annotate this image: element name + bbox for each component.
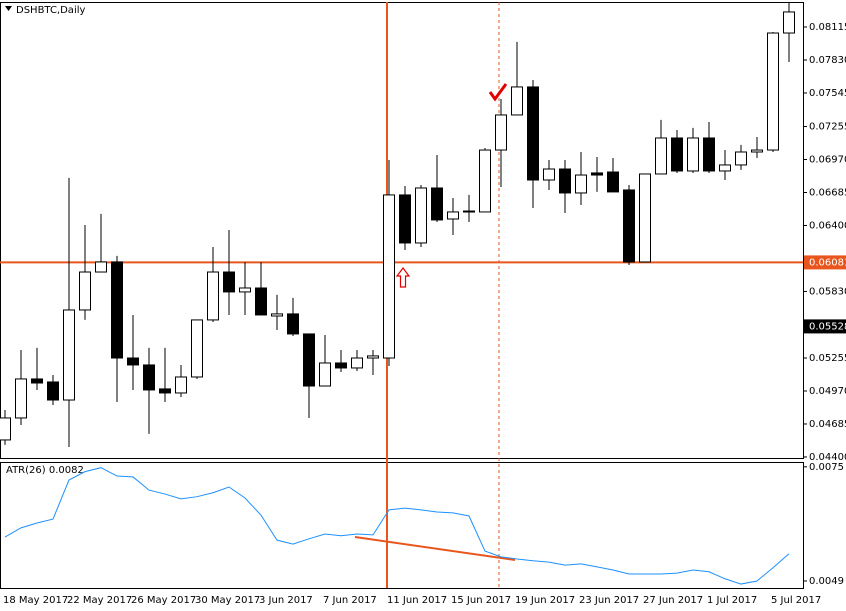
candle-body	[383, 194, 395, 359]
candle-body	[159, 388, 171, 394]
candle-body	[575, 174, 587, 194]
y-tick-label: 0.06685	[809, 188, 846, 199]
atr-panel	[0, 462, 804, 589]
candle-body	[703, 137, 715, 172]
candle-body	[287, 313, 299, 335]
candle-body	[351, 357, 363, 369]
candle-body	[463, 210, 475, 213]
candle-body	[655, 137, 667, 175]
candle-body	[543, 168, 555, 181]
last-price-label: 0.05528	[809, 321, 846, 332]
candle-body	[415, 187, 427, 244]
candle-body	[527, 86, 539, 181]
trend-line	[354, 536, 516, 561]
candle-body	[559, 168, 571, 194]
hline-label: 0.06081	[809, 257, 846, 268]
candle-body	[623, 189, 635, 263]
x-tick-label: 18 May 2017	[3, 595, 68, 606]
x-tick-label: 1 Jul 2017	[707, 595, 757, 606]
candle-body	[639, 173, 651, 263]
candle-body	[431, 187, 443, 221]
candle-body	[735, 151, 747, 166]
candle-body	[31, 378, 43, 384]
x-tick-label: 19 Jun 2017	[515, 595, 575, 606]
x-tick-label: 5 Jul 2017	[771, 595, 821, 606]
y-tick-label: 0.07545	[809, 88, 846, 99]
y-tick-label: 0.0075	[809, 462, 844, 473]
menu-triangle	[5, 6, 12, 11]
candle-body	[511, 86, 523, 116]
candle-body	[783, 11, 795, 34]
x-tick-label: 30 May 2017	[195, 595, 260, 606]
candle-body	[399, 194, 411, 244]
candle-body	[47, 381, 59, 401]
candle-body	[271, 313, 283, 317]
candle-body	[751, 149, 763, 153]
candle-body	[239, 287, 251, 293]
x-tick-label: 22 May 2017	[67, 595, 132, 606]
candle-body	[335, 362, 347, 369]
y-tick-label: 0.07255	[809, 122, 846, 133]
check-mark	[488, 83, 508, 102]
candle-body	[671, 137, 683, 172]
candle-body	[607, 171, 619, 193]
arrow-up	[395, 267, 411, 288]
candle-body	[15, 378, 27, 419]
candle-body	[223, 271, 235, 293]
candle-body	[303, 333, 315, 387]
x-tick-label: 3 Jun 2017	[259, 595, 313, 606]
candle-body	[127, 357, 139, 366]
candle-body	[191, 319, 203, 378]
candle-body	[447, 211, 459, 220]
y-tick-label: 0.08115	[809, 22, 846, 33]
indicator-title: ATR(26) 0.0082	[6, 465, 84, 476]
candle-body	[63, 309, 75, 401]
candle-body	[591, 172, 603, 176]
candle-body	[0, 417, 11, 441]
candle-body	[319, 362, 331, 387]
candle-body	[79, 271, 91, 311]
y-tick-label: 0.0049	[809, 576, 844, 587]
chart-title: DSHBTC,Daily	[16, 5, 85, 16]
y-tick-label: 0.04685	[809, 419, 846, 430]
candle-body	[95, 261, 107, 273]
x-tick-label: 15 Jun 2017	[451, 595, 511, 606]
hline-label-box	[804, 255, 846, 270]
candle-body	[367, 355, 379, 359]
candle-body	[207, 271, 219, 321]
atr-line	[4, 467, 790, 585]
x-tick-label: 26 May 2017	[131, 595, 196, 606]
candle-body	[687, 137, 699, 172]
candle-body	[111, 261, 123, 359]
last-price-box	[804, 319, 846, 334]
y-tick-label: 0.05255	[809, 353, 846, 364]
x-tick-label: 27 Jun 2017	[643, 595, 703, 606]
candle-body	[495, 114, 507, 151]
candle-body	[479, 149, 491, 213]
x-tick-label: 7 Jun 2017	[323, 595, 377, 606]
x-tick-label: 11 Jun 2017	[387, 595, 447, 606]
x-tick-label: 23 Jun 2017	[579, 595, 639, 606]
candle-body	[143, 364, 155, 391]
candle-body	[175, 376, 187, 394]
candle-body	[719, 164, 731, 172]
candle-body	[255, 287, 267, 316]
candle-body	[767, 32, 779, 151]
